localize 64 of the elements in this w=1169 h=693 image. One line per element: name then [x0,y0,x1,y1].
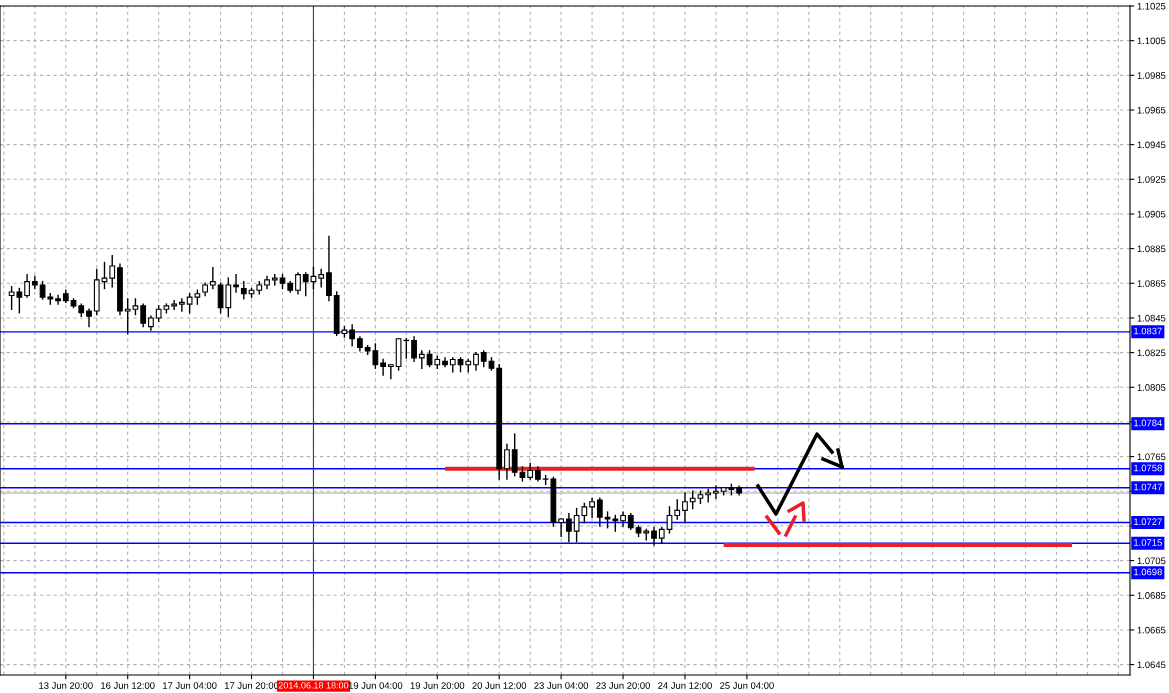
x-tick-label: 17 Jun 20:00 [224,682,279,689]
candlestick [109,254,116,288]
y-tick-label: 1.0845 [1137,314,1166,322]
candlestick [179,298,185,312]
candlestick [349,324,356,347]
y-tick-label: 1.0705 [1137,557,1166,565]
y-tick-label: 1.1025 [1137,2,1166,10]
y-tick-label: 1.0945 [1137,141,1166,149]
candlestick [620,511,626,527]
x-tick-label: 19 Jun 20:00 [410,682,465,689]
candlestick [418,350,425,369]
candlestick [209,267,216,290]
candlestick [295,272,301,295]
candlestick [565,513,572,543]
y-tick-label: 1.0665 [1137,626,1166,634]
y-tick-label: 1.0905 [1137,210,1166,218]
y-tick-label: 1.0685 [1137,592,1166,599]
y-tick-label: 1.1005 [1137,37,1166,45]
candlestick [596,497,603,527]
candlestick [140,303,147,328]
candlestick [171,299,178,310]
candlestick [86,308,92,328]
candlestick [589,497,595,518]
y-tick-label: 1.0645 [1137,661,1166,669]
candlestick [24,273,30,298]
y-tick-label: 1.0965 [1137,106,1166,114]
x-tick-label: 24 Jun 12:00 [658,682,712,689]
candlestick [233,273,239,293]
candlestick [411,336,417,362]
y-tick-label: 1.0825 [1137,349,1166,357]
x-tick-label: 16 Jun 12:00 [101,682,155,689]
y-tick-label: 1.0805 [1137,384,1166,391]
x-tick-label: 17 Jun 04:00 [163,682,217,689]
candlestick [326,235,332,302]
candlestick [387,364,394,380]
x-tick-label: 25 Jun 04:00 [720,682,774,689]
candlestick [705,488,712,503]
y-tick-label: 1.0765 [1137,453,1166,461]
ref-line-label: 1.0747 [1134,483,1162,491]
ref-line-label: 1.0837 [1134,327,1162,335]
candlestick [674,499,681,520]
candlestick [558,518,565,538]
candlestick [442,357,448,368]
ref-line-label: 1.0698 [1134,568,1162,576]
candlestick [380,358,386,376]
ref-line-label: 1.0715 [1134,539,1162,546]
ref-line-label: 1.0784 [1134,419,1162,427]
x-tick-label: 2014.06.18 18:00 [278,682,349,689]
candlestick [713,485,719,499]
y-tick-label: 1.0985 [1137,72,1166,79]
ref-line-label: 1.0758 [1134,464,1162,472]
ref-line-label: 1.0727 [1134,518,1162,526]
candlestick [682,492,688,524]
y-tick-label: 1.0885 [1137,245,1166,253]
x-tick-label: 23 Jun 20:00 [596,682,650,689]
candlestick [31,275,38,290]
candlestick [101,261,108,290]
y-tick-label: 1.0925 [1137,176,1166,183]
candlestick [55,294,61,305]
y-tick-label: 1.0865 [1137,280,1166,287]
x-tick-label: 13 Jun 20:00 [39,682,93,689]
candlestick [504,443,510,480]
x-tick-label: 23 Jun 04:00 [534,682,589,689]
x-tick-label: 20 Jun 12:00 [472,682,527,689]
